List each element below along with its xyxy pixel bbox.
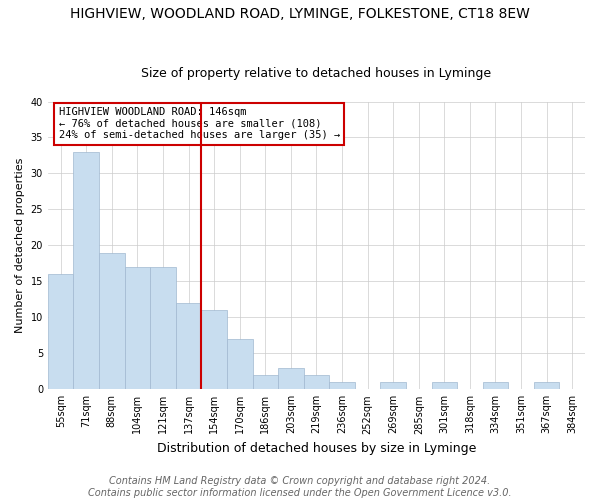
Y-axis label: Number of detached properties: Number of detached properties	[15, 158, 25, 333]
Bar	[431, 382, 457, 390]
Text: Contains HM Land Registry data © Crown copyright and database right 2024.
Contai: Contains HM Land Registry data © Crown c…	[88, 476, 512, 498]
Bar	[278, 368, 304, 390]
Bar	[125, 267, 150, 390]
Bar	[73, 152, 99, 390]
Bar	[380, 382, 406, 390]
Text: HIGHVIEW, WOODLAND ROAD, LYMINGE, FOLKESTONE, CT18 8EW: HIGHVIEW, WOODLAND ROAD, LYMINGE, FOLKES…	[70, 8, 530, 22]
Bar	[304, 375, 329, 390]
Text: HIGHVIEW WOODLAND ROAD: 146sqm
← 76% of detached houses are smaller (108)
24% of: HIGHVIEW WOODLAND ROAD: 146sqm ← 76% of …	[59, 108, 340, 140]
Bar	[48, 274, 73, 390]
Bar	[329, 382, 355, 390]
Bar	[227, 339, 253, 390]
Bar	[176, 303, 202, 390]
Bar	[253, 375, 278, 390]
Title: Size of property relative to detached houses in Lyminge: Size of property relative to detached ho…	[142, 66, 491, 80]
Bar	[202, 310, 227, 390]
X-axis label: Distribution of detached houses by size in Lyminge: Distribution of detached houses by size …	[157, 442, 476, 455]
Bar	[150, 267, 176, 390]
Bar	[534, 382, 559, 390]
Bar	[482, 382, 508, 390]
Bar	[99, 252, 125, 390]
